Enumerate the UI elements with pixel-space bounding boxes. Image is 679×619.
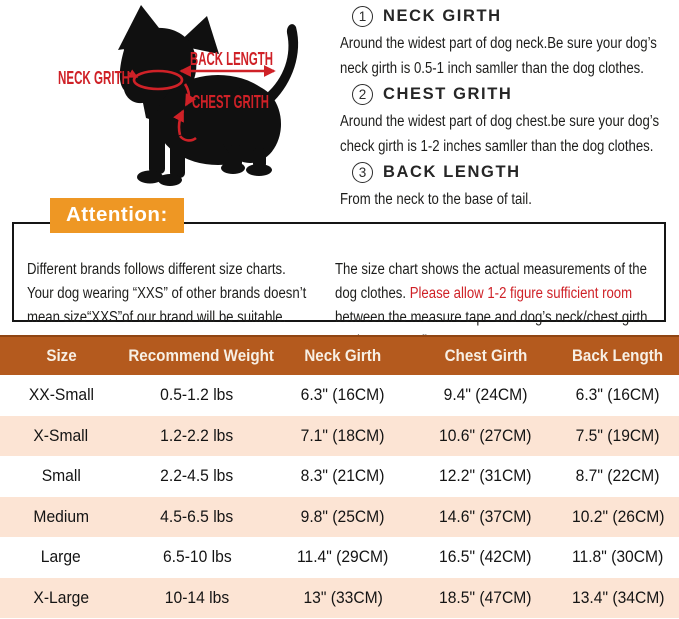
instruction-1-body: Around the widest part of dog neck.Be su… [340,35,657,77]
chest-cell: 9.4" (24CM) [443,385,528,405]
neck-girth-ellipse [132,69,184,91]
weight-cell: 0.5-1.2 lbs [160,385,234,405]
table-header-row: Size Recommend Weight Neck Girth Chest G… [0,335,679,375]
weight-cell: 10-14 lbs [122,577,272,618]
dog-measurement-diagram: NECK GRITH BACK LENGTH CHEST GRITH [58,5,299,186]
chest-cell: 12.2" (31CM) [439,466,532,486]
attention-box: Different brands follows different size … [12,222,666,374]
table-row-large: Large 6.5-10 lbs 11.4" (29CM) 16.5" (42C… [0,537,679,578]
chest-cell: 16.5" (42CM) [439,547,532,567]
instruction-3-heading: 3 BACK LENGTH [352,162,679,183]
size-cell: X-Large [0,577,123,618]
number-2-circle-icon: 2 [352,84,373,105]
attention-right-text-part1: The size chart shows the actual measurem… [335,261,647,302]
weight-cell: 6.5-10 lbs [162,547,232,567]
chest-cell: 14.6" (37CM) [414,496,557,537]
chest-cell: 18.5" (47CM) [414,577,557,618]
neck-girth-diagram-label: NECK GRITH [58,68,130,88]
instruction-3-title: BACK LENGTH [383,163,521,181]
back-cell: 10.2" (26CM) [556,496,679,537]
neck-cell: 6.3" (16CM) [300,385,385,405]
header-recommend-weight: Recommend Weight [122,335,274,375]
back-cell: 6.3" (16CM) [575,385,660,405]
neck-girth-pointer-arrow [127,69,139,78]
neck-cell: 8.3" (21CM) [300,466,385,486]
attention-left-text: Different brands follows different size … [27,234,326,402]
number-3-circle-icon: 3 [352,162,373,183]
header-chest-girth: Chest Girth [414,335,557,375]
header-neck-girth: Neck Girth [271,335,415,375]
weight-cell: 4.5-6.5 lbs [122,496,272,537]
table-row-small: Small 2.2-4.5 lbs 8.3" (21CM) 12.2" (31C… [0,456,679,497]
header-back-length: Back Length [556,335,679,375]
table-row-x-large: X-Large 10-14 lbs 13" (33CM) 18.5" (47CM… [0,577,679,618]
size-cell: XX-Small [28,385,94,405]
instruction-1-heading: 1 NECK GIRTH [352,6,679,27]
measurement-marks [127,65,276,142]
number-1-circle-icon: 1 [352,6,373,27]
neck-cell: 7.1" (18CM) [271,415,415,456]
attention-left-black-text: Different brands follows different size … [27,261,307,326]
chest-girth-arrow-up [173,109,185,136]
neck-cell: 9.8" (25CM) [271,496,415,537]
neck-cell: 13" (33CM) [271,577,415,618]
size-cell: X-Small [0,415,123,456]
instruction-2-heading: 2 CHEST GRITH [352,84,679,105]
size-cell: Small [41,466,81,486]
table-row-x-small: X-Small 1.2-2.2 lbs 7.1" (18CM) 10.6" (2… [0,415,679,456]
size-cell: Medium [0,496,123,537]
back-cell: 8.7" (22CM) [575,466,660,486]
size-chart-table: Size Recommend Weight Neck Girth Chest G… [0,335,679,618]
chest-girth-arrow-down [183,83,197,107]
size-cell: Large [41,547,82,567]
measuring-instructions: 1 NECK GIRTH Around the widest part of d… [338,3,679,215]
table-row-xx-small: XX-Small 0.5-1.2 lbs 6.3" (16CM) 9.4" (2… [0,375,679,416]
back-length-diagram-label: BACK LENGTH [190,49,273,69]
chest-girth-diagram-label: CHEST GRITH [192,92,269,112]
back-cell: 7.5" (19CM) [556,415,679,456]
attention-right-red-text: Please allow 1-2 figure sufficient room [409,285,633,302]
instruction-2-title: CHEST GRITH [383,85,513,103]
neck-cell: 11.4" (29CM) [297,547,389,567]
header-size: Size [0,335,123,375]
weight-cell: 1.2-2.2 lbs [122,415,272,456]
instruction-2-body: Around the widest part of dog chest.be s… [340,113,660,155]
chest-girth-tape-curve [178,135,197,142]
chest-cell: 10.6" (27CM) [414,415,557,456]
table-row-medium: Medium 4.5-6.5 lbs 9.8" (25CM) 14.6" (37… [0,496,679,537]
instruction-3-body: From the neck to the base of tail. [340,191,532,208]
attention-badge: Attention: [50,198,184,233]
back-cell: 11.8" (30CM) [572,547,664,567]
weight-cell: 2.2-4.5 lbs [160,466,234,486]
back-cell: 13.4" (34CM) [556,577,679,618]
instruction-1-title: NECK GIRTH [383,7,502,25]
